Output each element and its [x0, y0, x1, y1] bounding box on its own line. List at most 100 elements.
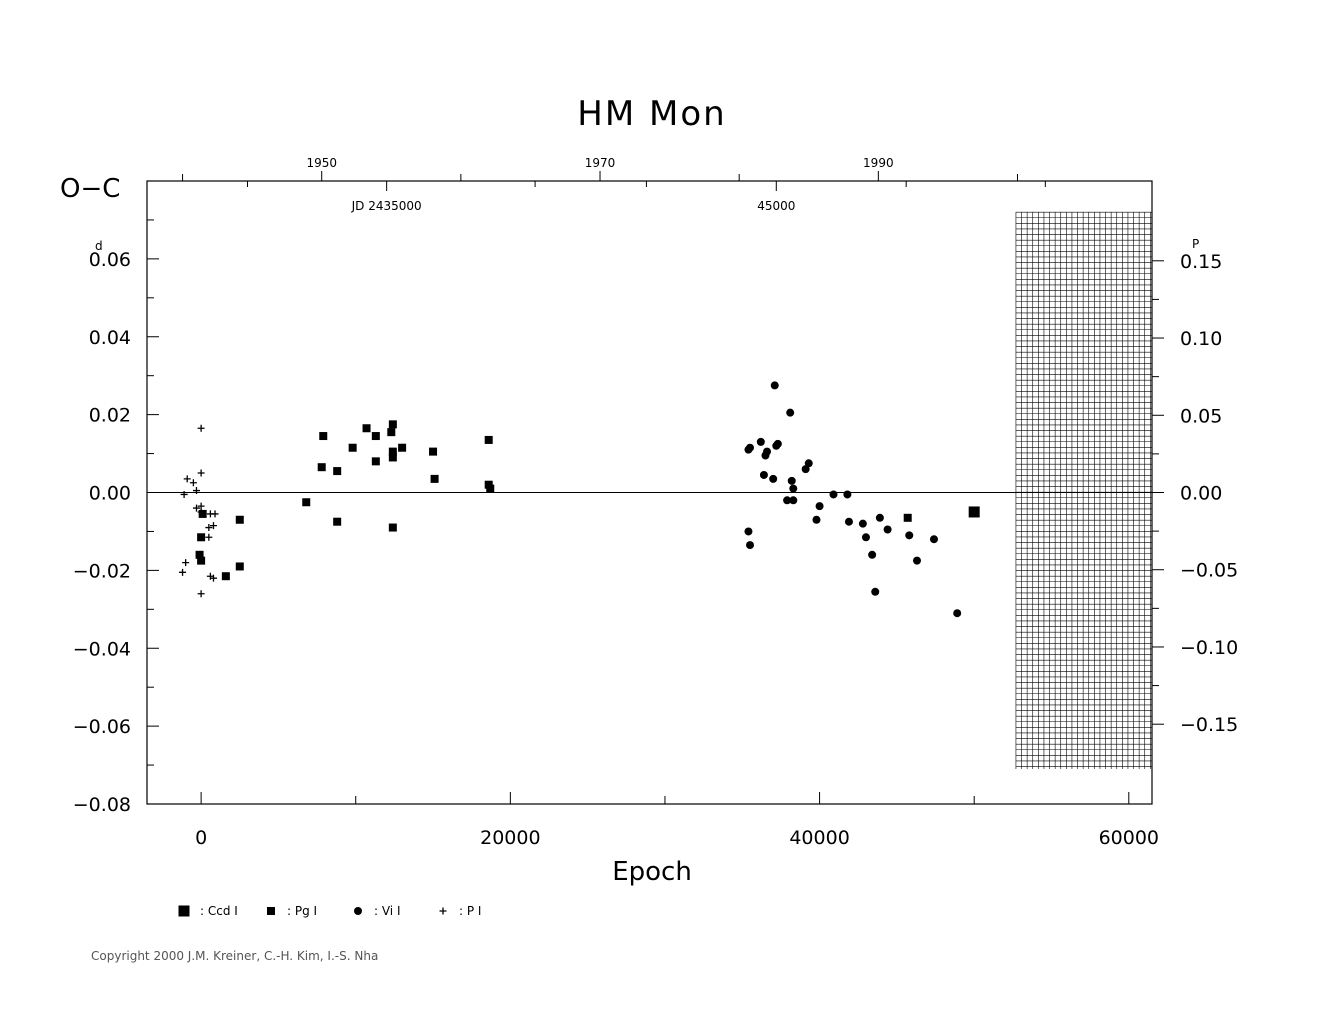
data-point	[209, 522, 217, 530]
data-point	[197, 469, 205, 477]
y-tick-label: 0.06	[89, 249, 131, 271]
right-tick-label: 0.00	[1180, 483, 1222, 505]
legend-label: : Ccd I	[200, 904, 238, 918]
data-point	[348, 443, 357, 452]
data-point	[804, 459, 813, 468]
data-point	[211, 510, 219, 518]
legend-marker	[354, 907, 362, 915]
data-point	[770, 381, 779, 390]
data-point	[319, 432, 328, 441]
data-point	[388, 447, 397, 456]
jd-labels: JD 2435000 45000	[247, 181, 1046, 213]
year-tick-label: 1950	[306, 156, 337, 170]
legend: : Ccd I: Pg I: Vi I: P I	[178, 904, 481, 918]
data-point	[387, 428, 396, 437]
data-point	[953, 609, 962, 618]
y-tick-label: 0.04	[89, 327, 131, 349]
data-point	[744, 527, 753, 536]
data-point	[769, 474, 778, 483]
data-point	[783, 496, 792, 505]
year-axis: 1950 1970 1990	[182, 156, 1018, 181]
legend-marker	[178, 905, 190, 917]
data-point	[235, 562, 244, 571]
x-tick-label: 0	[195, 827, 207, 849]
right-unit-label: P	[1192, 237, 1199, 251]
data-point	[183, 475, 191, 483]
data-point	[197, 556, 206, 565]
right-tick-label: −0.15	[1180, 714, 1238, 736]
data-point	[371, 432, 380, 441]
data-point	[763, 447, 772, 456]
data-point	[388, 523, 397, 532]
y-axis-label: O−C	[60, 174, 120, 204]
data-point	[883, 525, 892, 534]
data-point	[179, 568, 187, 576]
data-point	[844, 517, 853, 526]
data-point	[486, 484, 495, 493]
legend-label: : P I	[459, 904, 481, 918]
data-point	[180, 490, 188, 498]
data-points	[179, 381, 980, 618]
x-tick-label: 20000	[480, 827, 540, 849]
data-point	[429, 447, 438, 456]
data-point	[815, 502, 824, 511]
data-point	[205, 524, 213, 532]
jd-label: JD 2435000	[351, 199, 422, 213]
data-point	[484, 435, 493, 444]
data-point	[787, 476, 796, 485]
data-point	[789, 496, 798, 505]
data-point	[197, 533, 206, 542]
copyright-text: Copyright 2000 J.M. Kreiner, C.-H. Kim, …	[91, 949, 378, 963]
data-point	[398, 443, 407, 452]
data-point	[861, 533, 870, 542]
data-point	[388, 453, 397, 462]
data-point	[746, 443, 754, 452]
data-point	[317, 463, 326, 472]
y-tick-label: −0.04	[73, 638, 131, 660]
data-point	[362, 424, 371, 433]
year-tick-label: 1990	[863, 156, 894, 170]
year-tick-label: 1970	[585, 156, 616, 170]
jd-label: 45000	[757, 199, 795, 213]
data-point	[812, 515, 821, 524]
data-point	[868, 550, 877, 559]
right-tick-label: −0.05	[1180, 560, 1238, 582]
data-point	[198, 509, 207, 518]
data-point	[192, 504, 200, 512]
x-tick-label: 40000	[789, 827, 849, 849]
y-axis-right: −0.15 −0.10 −0.05 0.00 0.05 0.10 0.15	[1152, 251, 1238, 736]
data-point	[968, 506, 980, 518]
y-axis-left: −0.08 −0.06 −0.04 −0.02 0.00 0.02 0.04 0.06	[73, 219, 159, 816]
y-tick-label: −0.02	[73, 560, 131, 582]
data-point	[209, 574, 217, 582]
data-point	[756, 437, 765, 446]
data-point	[871, 587, 880, 596]
y-unit-label: d	[95, 239, 103, 253]
right-tick-label: 0.10	[1180, 328, 1222, 350]
data-point	[759, 470, 768, 479]
data-point	[189, 479, 197, 487]
legend-marker	[439, 907, 447, 915]
chart-title: HM Mon	[577, 94, 726, 134]
data-point	[789, 484, 798, 493]
y-tick-label: 0.02	[89, 405, 131, 427]
x-axis-label: Epoch	[612, 857, 692, 887]
data-point	[197, 424, 205, 432]
data-point	[905, 531, 914, 540]
data-point	[371, 457, 380, 466]
data-point	[197, 508, 205, 516]
data-point	[388, 420, 397, 429]
y-tick-label: −0.06	[73, 716, 131, 738]
y-tick-label: −0.08	[73, 794, 131, 816]
legend-label: : Pg I	[287, 904, 317, 918]
data-point	[192, 487, 200, 495]
data-point	[235, 515, 244, 524]
data-point	[912, 556, 921, 565]
y-tick-label: 0.00	[89, 483, 131, 505]
data-point	[843, 490, 852, 499]
data-point	[430, 474, 439, 483]
right-tick-label: 0.05	[1180, 405, 1222, 427]
data-point	[903, 513, 912, 522]
data-point	[333, 467, 342, 476]
data-point	[333, 517, 342, 526]
